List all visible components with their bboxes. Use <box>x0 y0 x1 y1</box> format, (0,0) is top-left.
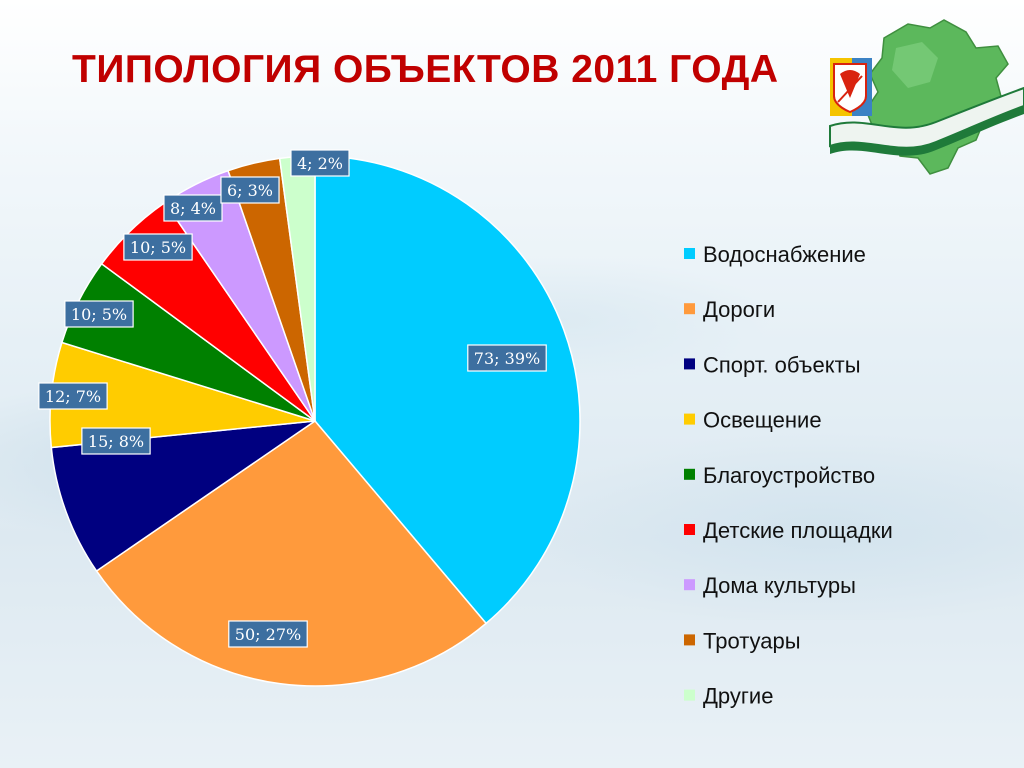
legend-label: Водоснабжение <box>703 242 866 267</box>
logo-ribbon <box>829 86 1024 149</box>
legend-swatch <box>684 248 695 259</box>
svg-text:12; 7%: 12; 7% <box>45 387 101 406</box>
data-label-9: 4; 2% <box>290 149 350 177</box>
legend-label: Дороги <box>703 297 775 322</box>
legend-swatch <box>684 468 695 480</box>
legend-label: Благоустройство <box>703 463 875 488</box>
svg-text:10; 5%: 10; 5% <box>130 238 186 257</box>
legend-item-6: Детские площадки <box>684 518 893 543</box>
legend-label: Другие <box>703 684 773 709</box>
legend-item-9: Другие <box>684 684 773 709</box>
svg-text:4; 2%: 4; 2% <box>297 154 343 173</box>
data-label-5: 10; 5% <box>64 300 134 328</box>
chart-legend: Водоснабжение Дороги Спорт. объекты Освещен… <box>684 242 893 709</box>
legend-item-1: Водоснабжение <box>684 242 866 267</box>
svg-text:6; 3%: 6; 3% <box>227 181 273 200</box>
legend-swatch <box>684 524 695 535</box>
data-label-2: 50; 27% <box>228 620 308 648</box>
legend-swatch <box>684 413 695 425</box>
data-label-1: 73; 39% <box>467 344 547 372</box>
svg-text:15; 8%: 15; 8% <box>88 432 144 451</box>
pie-data-labels: 73; 39% 50; 27% 15; 8% 12; 7% 10; 5% 10; 5% 8;… <box>38 149 547 648</box>
legend-label: Тротуары <box>703 628 801 653</box>
legend-label: Спорт. объекты <box>703 352 861 377</box>
legend-label: Детские площадки <box>703 518 893 543</box>
data-label-6: 10; 5% <box>123 233 193 261</box>
legend-swatch <box>684 358 695 370</box>
data-label-7: 8; 4% <box>163 194 223 222</box>
svg-text:10; 5%: 10; 5% <box>71 305 127 324</box>
legend-item-7: Дома культуры <box>684 573 856 598</box>
legend-label: Дома культуры <box>703 573 856 598</box>
logo-coat-of-arms <box>830 58 872 116</box>
pie-slices <box>49 155 581 687</box>
legend-item-2: Дороги <box>684 297 775 322</box>
legend-swatch <box>684 689 695 701</box>
legend-swatch <box>684 634 695 646</box>
pie-slice-3 <box>50 420 316 573</box>
data-label-4: 12; 7% <box>38 382 108 410</box>
legend-label: Освещение <box>703 408 822 433</box>
svg-text:50; 27%: 50; 27% <box>235 625 301 644</box>
legend-swatch <box>684 579 695 591</box>
region-map-emblem-icon <box>829 19 1024 175</box>
svg-text:73; 39%: 73; 39% <box>474 349 540 368</box>
legend-swatch <box>684 303 695 315</box>
svg-text:8; 4%: 8; 4% <box>170 199 216 218</box>
pie-slice-1 <box>314 155 581 625</box>
data-label-3: 15; 8% <box>81 427 151 455</box>
legend-item-3: Спорт. объекты <box>684 352 861 377</box>
page-title: ТИПОЛОГИЯ ОБЪЕКТОВ 2011 ГОДА <box>72 48 779 91</box>
legend-item-8: Тротуары <box>684 628 801 653</box>
legend-item-5: Благоустройство <box>684 463 875 488</box>
legend-item-4: Освещение <box>684 408 822 433</box>
data-label-8: 6; 3% <box>220 176 280 204</box>
pie-slice-2 <box>95 419 488 687</box>
